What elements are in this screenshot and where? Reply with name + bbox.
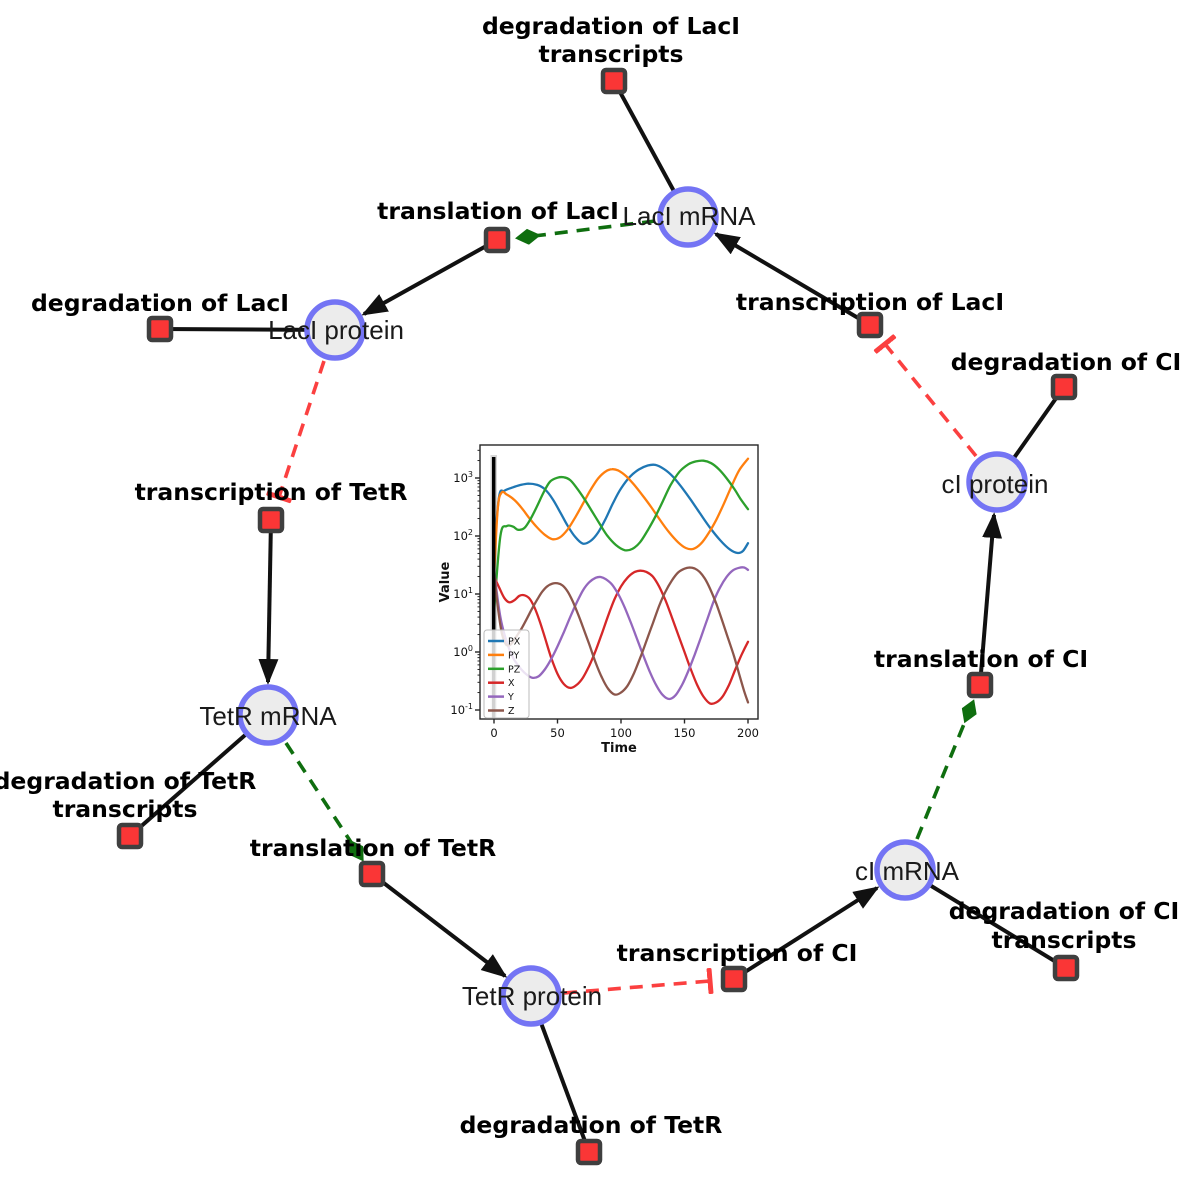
chart-series-X [492, 569, 750, 705]
reaction-node-translation-laci[interactable] [483, 226, 511, 254]
label-laci-mrna: LacI mRNA [623, 201, 757, 231]
chart-ylabel: Value [438, 561, 453, 602]
edge-cimrna-translationci-modifier [915, 699, 977, 840]
chart-legend-label-Z: Z [508, 706, 515, 717]
label-translation-tetr: translation of TetR [250, 834, 496, 862]
chart-series-PZ [492, 459, 750, 613]
label-ci-mrna: cI mRNA [855, 856, 960, 886]
label-tetr-protein: TetR protein [462, 981, 602, 1011]
reaction-node-transcription-tetr[interactable] [257, 506, 285, 534]
species-node-laci-protein[interactable] [304, 299, 366, 361]
chart-ytick-label: 101 [453, 586, 473, 601]
label-degradation-tetr-transcripts-line1: degradation of TetR [0, 767, 256, 795]
chart-legend-box [483, 629, 530, 719]
edge-cimrna-degcitranscripts [903, 868, 1068, 970]
chart-series-PX [492, 463, 750, 555]
chart-legend-label-Y: Y [507, 692, 514, 703]
chart-xtick-label: 50 [550, 726, 565, 740]
chart-legend-label-PZ: PZ [508, 664, 521, 675]
chart-xtick-label: 150 [674, 726, 696, 740]
reaction-node-transcription-ci[interactable] [720, 965, 748, 993]
label-degradation-tetr-transcripts-line2: transcripts [52, 795, 197, 823]
chart-axes-box [479, 444, 759, 720]
species-node-tetr-mrna[interactable] [237, 684, 299, 746]
chart-ytick-label: 100 [453, 644, 473, 659]
label-translation-ci: translation of CI [874, 645, 1088, 673]
species-node-ci-protein[interactable] [966, 451, 1028, 513]
species-node-tetr-protein[interactable] [500, 965, 562, 1027]
edge-translationtetr-tetrprotein [370, 872, 508, 978]
reaction-node-degradation-ci[interactable] [1050, 373, 1078, 401]
chart-xtick-label: 200 [737, 726, 759, 740]
species-node-ci-mrna[interactable] [874, 839, 936, 901]
label-degradation-ci: degradation of CI [951, 348, 1182, 376]
reaction-node-translation-ci[interactable] [966, 671, 994, 699]
chart-ytick-label: 103 [453, 470, 473, 485]
edge-ciprotein-transcriptionlaci-inhibition [873, 334, 978, 458]
label-degradation-ci-transcripts-line2: transcripts [991, 926, 1136, 954]
reaction-node-degradation-tetr[interactable] [575, 1138, 603, 1166]
reaction-node-degradation-laci[interactable] [146, 315, 174, 343]
label-degradation-laci-transcripts-line1: degradation of LacI [482, 12, 740, 40]
chart-xlabel: Time [601, 741, 637, 756]
species-node-laci-mrna[interactable] [657, 186, 719, 248]
label-degradation-ci-transcripts-line1: degradation of CI [949, 897, 1180, 925]
edge-lacimrna-translationlaci-modifier [515, 219, 656, 245]
edge-tetrmrna-translationtetr-modifier [284, 742, 364, 862]
edge-transcriptionci-cimrna [732, 886, 880, 981]
chart-series-Z [492, 566, 750, 704]
label-transcription-tetr: transcription of TetR [135, 478, 408, 506]
chart-series-Y [492, 566, 750, 701]
label-tetr-mrna: TetR mRNA [199, 701, 337, 731]
chart-ytick-label: 102 [453, 528, 473, 543]
chart-ytick-label: 10-1 [450, 702, 473, 717]
reaction-node-transcription-laci[interactable] [856, 311, 884, 339]
label-transcription-ci: transcription of CI [617, 939, 858, 967]
label-ci-protein: cI protein [942, 469, 1049, 499]
label-transcription-laci: transcription of LacI [736, 288, 1004, 316]
label-degradation-laci-transcripts-line2: transcripts [538, 40, 683, 68]
node-labels: degradation of LacI transcripts translat… [0, 12, 1181, 1139]
edge-tetrprotein-transcriptionci-inhibition [563, 967, 714, 995]
reaction-node-degradation-ci-transcripts[interactable] [1052, 954, 1080, 982]
label-translation-laci: translation of LacI [377, 197, 619, 225]
edge-laciprotein-transcriptiontetr-inhibition [266, 360, 326, 504]
edge-translationci-ciprotein [978, 512, 1003, 686]
label-degradation-laci: degradation of LacI [31, 289, 289, 317]
inset-chart: 0 50 100 150 200 10-1 100 101 102 103 Time Value PX P… [438, 444, 759, 756]
chart-legend-label-PX: PX [508, 637, 521, 648]
edge-translationlaci-laciprotein [361, 238, 498, 316]
chart-series-PY [492, 457, 750, 578]
reaction-node-translation-tetr[interactable] [358, 860, 386, 888]
reaction-node-degradation-tetr-transcripts[interactable] [116, 822, 144, 850]
edge-transcriptiontetr-tetrmrna [258, 519, 279, 685]
chart-legend-label-X: X [508, 678, 515, 689]
chart-xtick-label: 0 [490, 726, 497, 740]
reaction-node-degradation-laci-transcripts[interactable] [600, 67, 628, 95]
chart-legend-label-PY: PY [508, 650, 520, 661]
nodes [116, 67, 1080, 1166]
label-laci-protein: LacI protein [268, 315, 404, 345]
edge-transcriptionlaci-lacimrna [713, 232, 872, 327]
chart-xtick-label: 100 [610, 726, 632, 740]
label-degradation-tetr: degradation of TetR [460, 1111, 723, 1139]
